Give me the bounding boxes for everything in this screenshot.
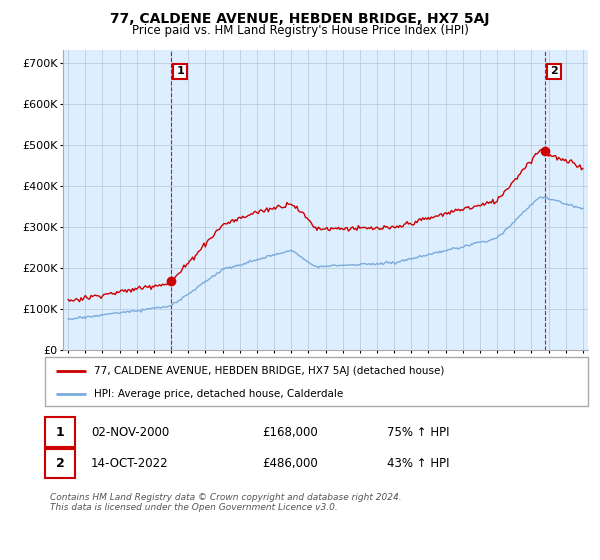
Text: Contains HM Land Registry data © Crown copyright and database right 2024.
This d: Contains HM Land Registry data © Crown c… xyxy=(50,493,402,512)
Text: 14-OCT-2022: 14-OCT-2022 xyxy=(91,457,169,470)
Text: £168,000: £168,000 xyxy=(262,426,318,438)
Text: Price paid vs. HM Land Registry's House Price Index (HPI): Price paid vs. HM Land Registry's House … xyxy=(131,24,469,36)
Text: 43% ↑ HPI: 43% ↑ HPI xyxy=(387,457,449,470)
FancyBboxPatch shape xyxy=(45,417,75,447)
FancyBboxPatch shape xyxy=(45,449,75,478)
Text: £486,000: £486,000 xyxy=(262,457,318,470)
Text: 2: 2 xyxy=(550,67,558,76)
Text: HPI: Average price, detached house, Calderdale: HPI: Average price, detached house, Cald… xyxy=(94,389,343,399)
Text: 02-NOV-2000: 02-NOV-2000 xyxy=(91,426,169,438)
Text: 77, CALDENE AVENUE, HEBDEN BRIDGE, HX7 5AJ (detached house): 77, CALDENE AVENUE, HEBDEN BRIDGE, HX7 5… xyxy=(94,366,444,376)
Text: 75% ↑ HPI: 75% ↑ HPI xyxy=(387,426,449,438)
FancyBboxPatch shape xyxy=(45,357,588,406)
Text: 77, CALDENE AVENUE, HEBDEN BRIDGE, HX7 5AJ: 77, CALDENE AVENUE, HEBDEN BRIDGE, HX7 5… xyxy=(110,12,490,26)
Text: 2: 2 xyxy=(56,457,64,470)
Text: 1: 1 xyxy=(176,67,184,76)
Text: 1: 1 xyxy=(56,426,64,438)
